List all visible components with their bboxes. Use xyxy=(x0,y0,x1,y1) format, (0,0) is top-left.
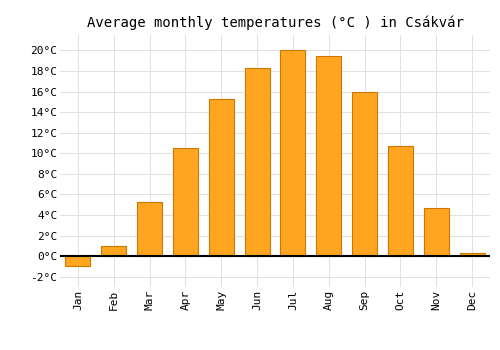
Bar xyxy=(208,99,234,256)
Title: Average monthly temperatures (°C ) in Csákvár: Average monthly temperatures (°C ) in Cs… xyxy=(86,15,464,30)
Bar xyxy=(280,50,305,256)
Bar xyxy=(101,246,126,256)
Bar xyxy=(316,56,342,256)
Bar xyxy=(388,146,413,256)
Bar xyxy=(66,256,90,266)
Bar xyxy=(244,68,270,256)
Bar xyxy=(352,92,377,256)
Bar xyxy=(460,253,484,256)
Bar xyxy=(137,202,162,256)
Bar xyxy=(424,208,449,256)
Bar xyxy=(173,148,198,256)
